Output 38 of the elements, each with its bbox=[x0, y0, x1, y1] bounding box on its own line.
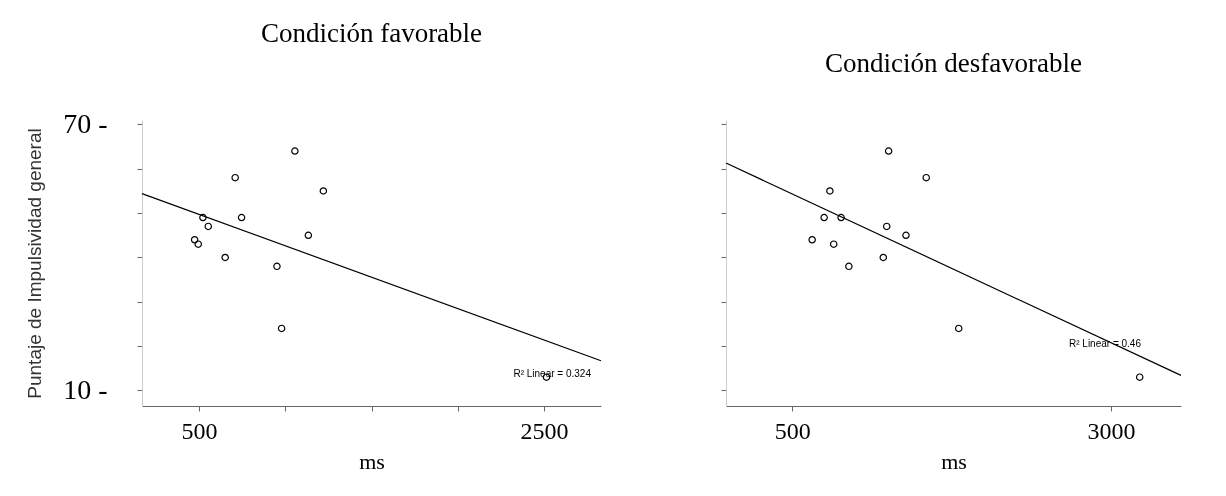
point bbox=[304, 231, 313, 240]
chart-title: Condición desfavorable bbox=[824, 48, 1083, 78]
point bbox=[231, 173, 239, 182]
point bbox=[277, 324, 286, 333]
point bbox=[221, 253, 229, 262]
annotation: R² Linear = 0.46 bbox=[1069, 338, 1142, 349]
x-tick-label: 3000 bbox=[1087, 417, 1136, 444]
point bbox=[954, 324, 963, 333]
point bbox=[879, 253, 888, 262]
point bbox=[845, 262, 853, 271]
point bbox=[319, 187, 328, 195]
y-tick-label: 70 - bbox=[63, 107, 108, 139]
point bbox=[829, 240, 838, 248]
point bbox=[273, 262, 281, 271]
x-tick-label: 500 bbox=[774, 417, 811, 444]
point bbox=[922, 173, 930, 182]
x-tick-label: 2500 bbox=[520, 417, 569, 444]
point bbox=[884, 147, 893, 155]
point bbox=[902, 231, 910, 240]
annotation: R² Linear = 0.324 bbox=[513, 368, 592, 379]
point bbox=[808, 235, 816, 244]
x-axis-title: ms bbox=[941, 448, 967, 474]
y-tick-label: 10 - bbox=[63, 373, 108, 405]
point bbox=[190, 235, 199, 244]
y-axis-title: Puntaje de Impulsividad general bbox=[24, 128, 46, 399]
chart-title: Condición favorable bbox=[260, 18, 483, 49]
point bbox=[291, 147, 299, 155]
x-axis-title: ms bbox=[359, 448, 385, 474]
point bbox=[837, 213, 845, 222]
point bbox=[1135, 373, 1144, 381]
point bbox=[204, 222, 213, 231]
point bbox=[199, 213, 207, 222]
point bbox=[194, 240, 203, 248]
x-tick-label: 500 bbox=[181, 417, 218, 444]
point bbox=[882, 222, 891, 231]
point bbox=[820, 213, 828, 222]
point bbox=[237, 213, 246, 222]
point bbox=[826, 187, 834, 195]
